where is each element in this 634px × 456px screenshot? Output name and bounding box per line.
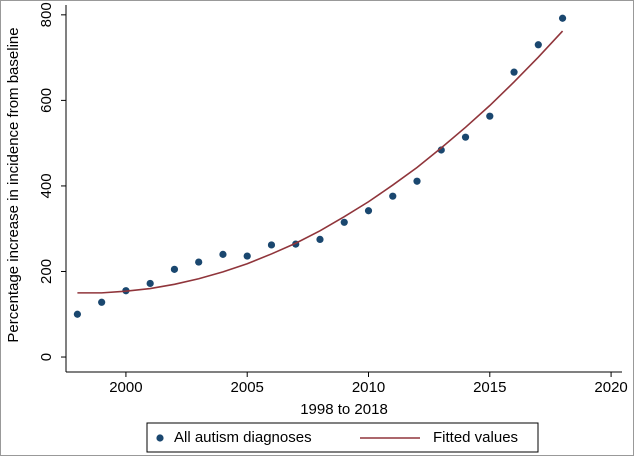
y-tick-label: 0 [38,353,55,361]
y-tick-label: 200 [38,259,55,284]
data-point [340,218,348,226]
x-tick-label: 2000 [109,379,142,396]
data-point [219,250,227,258]
x-tick-label: 2005 [231,379,264,396]
data-point [486,112,494,120]
data-point [195,258,203,266]
data-point [461,133,470,141]
x-tick-label: 2015 [473,379,506,396]
y-tick-label: 800 [38,2,55,27]
data-point [267,241,276,249]
data-point [316,235,324,244]
data-point [146,279,154,288]
data-point [437,146,445,154]
legend-marker [156,434,164,442]
legend-box [146,422,539,453]
data-point [243,252,251,260]
data-point [364,207,373,215]
data-point [389,192,397,200]
x-axis-title: 1998 to 2018 [300,401,388,418]
y-tick-label: 600 [38,88,55,113]
data-point [413,177,421,185]
x-tick-label: 2020 [594,379,627,396]
data-point [170,265,179,273]
legend-label: All autism diagnoses [174,429,312,446]
data-point [534,41,542,49]
legend-label: Fitted values [433,429,518,446]
data-point [98,298,106,306]
data-point [558,14,567,22]
fitted-line [77,30,564,294]
y-axis-title: Percentage increase in incidence from ba… [5,27,22,342]
data-point [510,68,518,76]
data-point [73,310,82,318]
y-tick-label: 400 [38,173,55,198]
x-tick-label: 2010 [352,379,385,396]
